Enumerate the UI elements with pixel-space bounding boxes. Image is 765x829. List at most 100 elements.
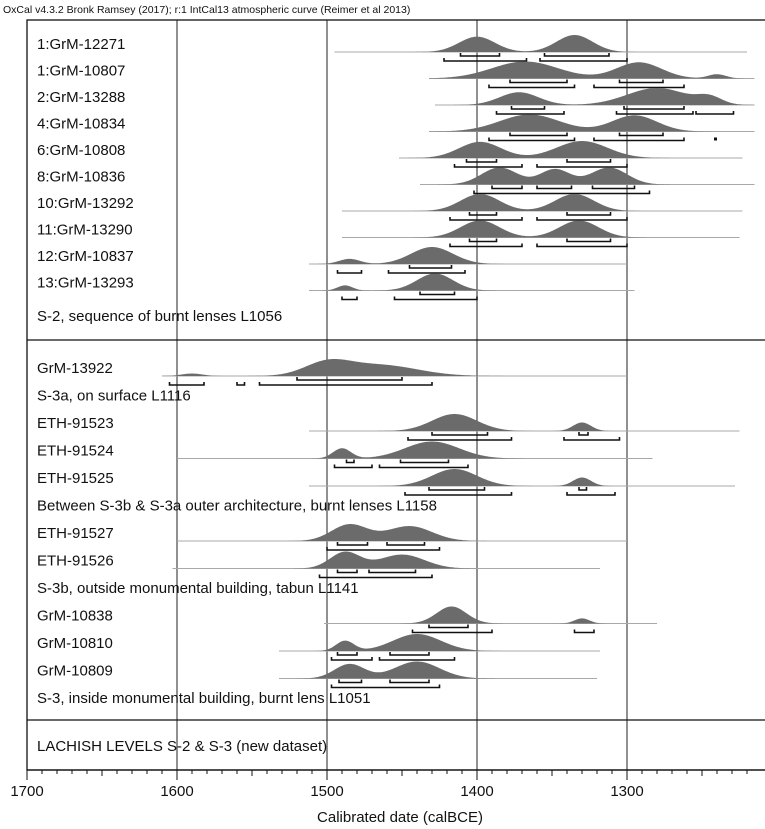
distribution-p1-8 xyxy=(309,247,627,264)
range68-p2-2-0 xyxy=(431,432,489,436)
row-label-p2-3: ETH-91524 xyxy=(37,443,114,460)
row-p1-8: 12:GrM-10837 xyxy=(37,247,627,274)
row-p2-8: S-3b, outside monumental building, tabun… xyxy=(37,580,359,597)
row-label-p2-10: GrM-10810 xyxy=(37,635,113,652)
row-label-p2-1: S-3a, on surface L1116 xyxy=(37,388,191,405)
distribution-p2-10 xyxy=(279,634,600,651)
range68-p2-6-1 xyxy=(386,542,426,546)
range95-p1-9-1 xyxy=(393,296,478,301)
distribution-p1-2 xyxy=(435,88,755,105)
range68-p2-7-1 xyxy=(368,569,417,574)
distribution-p1-4 xyxy=(399,141,743,158)
range95-p2-10-0 xyxy=(330,657,373,661)
range95-p1-0-1 xyxy=(539,58,628,62)
panel1-footer: S-2, sequence of burnt lenses L1056 xyxy=(37,308,282,325)
range95-p2-9-0 xyxy=(411,629,493,634)
range95-p2-4-0 xyxy=(404,492,513,496)
distribution-p1-5 xyxy=(420,167,755,185)
row-label-p1-8: 12:GrM-10837 xyxy=(37,248,134,265)
range68-p1-7-1 xyxy=(566,238,612,243)
row-label-p2-12: S-3, inside monumental building, burnt l… xyxy=(37,690,371,707)
rows-group: 1:GrM-12271 1:GrM-10807 2:GrM-13288 4:GrM-1… xyxy=(37,35,755,707)
row-label-p1-6: 10:GrM-13292 xyxy=(37,195,134,212)
range95-p2-2-1 xyxy=(563,437,621,441)
row-p2-0: GrM-13922 xyxy=(37,359,627,386)
range95-p2-6-0 xyxy=(326,547,441,551)
distribution-p2-0 xyxy=(162,359,627,376)
range68-p1-4-1 xyxy=(566,159,612,163)
range95-p1-7-0 xyxy=(449,243,523,248)
row-p1-1: 1:GrM-10807 xyxy=(37,61,755,89)
range95-p1-2-2 xyxy=(695,111,735,115)
range68-p1-5-1 xyxy=(536,185,573,190)
range68-p1-6-0 xyxy=(468,212,498,216)
x-tick-label-1400: 1400 xyxy=(460,783,493,800)
row-p2-11: GrM-10809 xyxy=(37,661,597,689)
distribution-p1-1 xyxy=(429,61,755,79)
range68-p2-10-1 xyxy=(389,652,430,656)
range68-p1-1-1 xyxy=(618,79,664,84)
row-p2-7: ETH-91526 xyxy=(37,551,600,579)
range95-p2-0-1 xyxy=(236,382,246,386)
row-p1-9: 13:GrM-13293 xyxy=(37,273,635,301)
row-label-p2-8: S-3b, outside monumental building, tabun… xyxy=(37,580,359,597)
range68-p1-0-0 xyxy=(459,53,501,57)
range68-p2-6-0 xyxy=(336,542,369,546)
row-p1-3: 4:GrM-10834 xyxy=(37,114,755,142)
row-p2-2: ETH-91523 xyxy=(37,414,740,441)
range95-p2-0-2 xyxy=(258,382,433,386)
range68-p2-4-0 xyxy=(428,487,486,491)
range68-p1-7-0 xyxy=(468,238,498,243)
point-p1-3-0 xyxy=(714,137,717,141)
range68-p1-6-1 xyxy=(566,212,612,216)
distribution-p1-3 xyxy=(429,114,755,132)
range68-p2-3-0 xyxy=(345,459,355,464)
row-label-p2-2: ETH-91523 xyxy=(37,415,114,432)
range68-p2-7-0 xyxy=(336,569,358,574)
range95-p1-1-0 xyxy=(488,84,576,89)
row-p2-9: GrM-10838 xyxy=(37,606,657,634)
x-tick-label-1500: 1500 xyxy=(310,783,343,800)
distribution-p1-0 xyxy=(334,35,747,52)
row-label-p2-11: GrM-10809 xyxy=(37,663,113,680)
range95-p1-8-1 xyxy=(387,270,466,274)
range68-p1-9-0 xyxy=(419,291,456,296)
range95-p2-9-1 xyxy=(573,629,595,634)
range95-p1-5-0 xyxy=(473,190,651,195)
range95-p1-4-0 xyxy=(453,164,523,168)
gridlines xyxy=(176,20,628,770)
range68-p1-3-1 xyxy=(618,132,664,137)
range68-p2-11-0 xyxy=(338,679,363,684)
range95-p1-6-1 xyxy=(536,217,628,221)
distribution-p2-2 xyxy=(309,414,740,431)
distribution-p1-9 xyxy=(309,273,635,291)
range95-p1-3-1 xyxy=(593,137,685,142)
row-p2-10: GrM-10810 xyxy=(37,634,600,661)
row-p1-4: 6:GrM-10808 xyxy=(37,141,743,168)
range68-p2-0-0 xyxy=(296,377,403,381)
row-label-p2-6: ETH-91527 xyxy=(37,525,114,542)
range95-p1-8-0 xyxy=(336,270,363,274)
range68-p1-5-0 xyxy=(491,185,523,190)
range95-p2-0-0 xyxy=(168,382,205,386)
row-label-p1-2: 2:GrM-13288 xyxy=(37,89,125,106)
row-label-p2-5: Between S-3b & S-3a outer architecture, … xyxy=(37,498,437,515)
row-p1-5: 8:GrM-10836 xyxy=(37,167,755,195)
range95-p2-3-1 xyxy=(378,464,469,469)
footer-label: LACHISH LEVELS S-2 & S-3 (new dataset) xyxy=(37,738,327,755)
distribution-p2-3 xyxy=(177,441,653,459)
range68-p2-10-0 xyxy=(336,652,358,656)
distribution-p2-7 xyxy=(172,551,600,569)
row-p2-6: ETH-91527 xyxy=(37,524,627,551)
range95-p1-4-1 xyxy=(536,164,628,168)
range95-p2-7-0 xyxy=(318,574,433,579)
range95-p1-7-1 xyxy=(536,243,628,248)
range95-p2-3-0 xyxy=(333,464,373,469)
row-label-p2-7: ETH-91526 xyxy=(37,553,114,570)
range68-p2-3-1 xyxy=(399,459,450,464)
range68-p1-2-0 xyxy=(510,106,546,110)
range68-p1-8-0 xyxy=(408,265,453,269)
range95-p1-6-0 xyxy=(449,217,523,221)
row-p2-5: Between S-3b & S-3a outer architecture, … xyxy=(37,498,437,515)
